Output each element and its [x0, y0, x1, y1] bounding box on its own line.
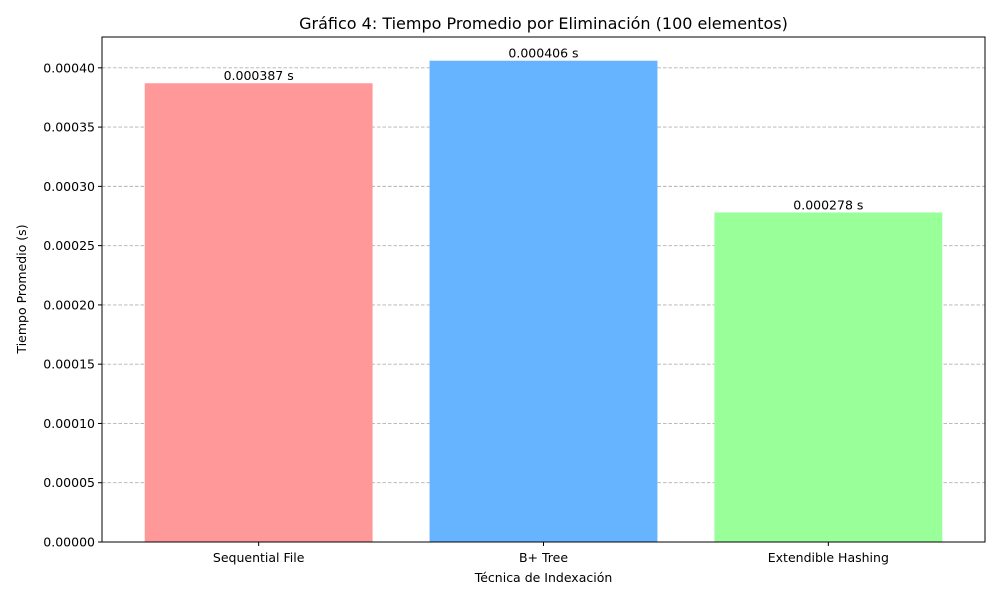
y-tick-label: 0.00005	[43, 475, 95, 490]
y-axis: 0.00000 0.00005 0.00010 0.00015 0.00020 0.000…	[43, 60, 102, 550]
y-tick-label: 0.00030	[43, 179, 95, 194]
y-tick-label: 0.00025	[43, 238, 95, 253]
data-labels: 0.000387 s 0.000406 s 0.000278 s	[224, 46, 864, 213]
bar	[144, 83, 373, 542]
bar	[714, 212, 943, 542]
chart-title: Gráfico 4: Tiempo Promedio por Eliminaci…	[299, 14, 788, 33]
y-tick-label: 0.00015	[43, 357, 95, 372]
y-tick-label: 0.00035	[43, 120, 95, 135]
y-tick-label: 0.00040	[43, 60, 95, 75]
x-axis-label: Técnica de Indexación	[474, 570, 613, 585]
plot-frame	[101, 36, 986, 543]
x-tick-label: Extendible Hashing	[768, 550, 889, 565]
bar	[429, 60, 658, 542]
data-label: 0.000406 s	[508, 46, 578, 61]
y-tick-label: 0.00000	[43, 535, 95, 550]
bars	[144, 60, 943, 542]
y-tick-label: 0.00020	[43, 297, 95, 312]
y-tick-label: 0.00010	[43, 416, 95, 431]
data-label: 0.000278 s	[793, 197, 863, 212]
x-tick-label: Sequential File	[213, 550, 305, 565]
x-tick-label: B+ Tree	[519, 550, 568, 565]
y-axis-label: Tiempo Promedio (s)	[14, 224, 29, 354]
data-label: 0.000387 s	[224, 68, 294, 83]
x-axis: Sequential File B+ Tree Extendible Hashing	[213, 542, 889, 565]
